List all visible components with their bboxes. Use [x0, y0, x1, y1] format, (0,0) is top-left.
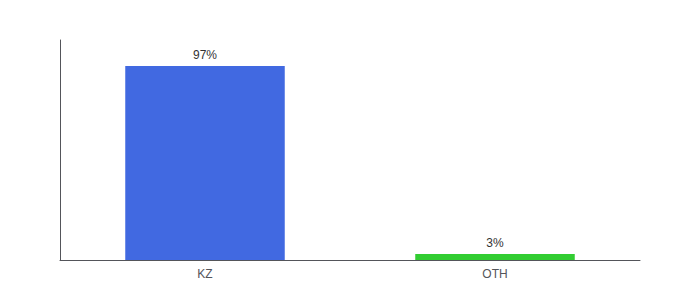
svg-text:3%: 3%: [486, 236, 504, 250]
svg-text:OTH: OTH: [482, 267, 507, 281]
svg-text:97%: 97%: [193, 48, 217, 62]
svg-text:KZ: KZ: [197, 267, 212, 281]
